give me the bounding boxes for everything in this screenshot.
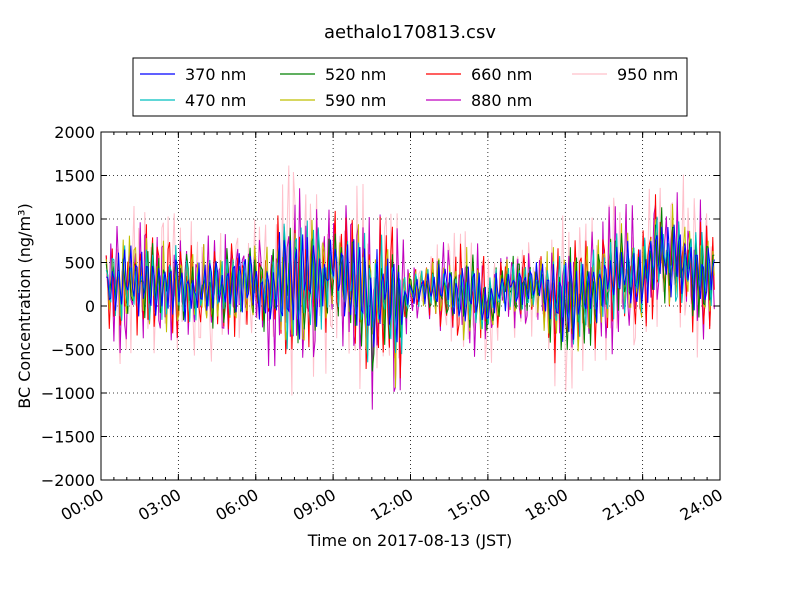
x-tick-labels: 00:00 03:00 06:00 09:00 12:00 15:00 18:00 21:00… bbox=[58, 485, 726, 525]
y-tick-label: −1500 bbox=[41, 428, 95, 447]
legend-item: 520 nm bbox=[280, 65, 386, 84]
y-axis-label: BC Concentration (ng/m³) bbox=[15, 203, 34, 408]
series-line bbox=[105, 188, 715, 410]
legend-label: 520 nm bbox=[325, 65, 386, 84]
x-tick-label: 18:00 bbox=[522, 485, 571, 525]
series-line bbox=[106, 224, 715, 348]
legend-item: 470 nm bbox=[140, 91, 246, 110]
y-tick-label: −500 bbox=[51, 341, 95, 360]
y-tick-label: 500 bbox=[64, 254, 95, 273]
legend-label: 590 nm bbox=[325, 91, 386, 110]
legend-label: 370 nm bbox=[185, 65, 246, 84]
legend-item: 370 nm bbox=[140, 65, 246, 84]
y-tick-label: 2000 bbox=[54, 123, 95, 142]
x-tick-label: 00:00 bbox=[58, 485, 107, 525]
y-tick-label: 1000 bbox=[54, 210, 95, 229]
y-tick-labels: −2000 −1500 −1000 −500 0 500 1000 1500 2000 bbox=[41, 123, 95, 490]
legend-label: 470 nm bbox=[185, 91, 246, 110]
axis-ticks bbox=[100, 131, 721, 481]
chart-title: aethalo170813.csv bbox=[324, 22, 496, 43]
x-axis-label: Time on 2017-08-13 (JST) bbox=[307, 531, 512, 550]
y-tick-label: 0 bbox=[85, 297, 95, 316]
y-tick-label: −2000 bbox=[41, 471, 95, 490]
x-tick-label: 06:00 bbox=[212, 485, 261, 525]
legend-item: 590 nm bbox=[280, 91, 386, 110]
legend-label: 660 nm bbox=[471, 65, 532, 84]
x-tick-label: 09:00 bbox=[290, 485, 339, 525]
x-tick-label: 15:00 bbox=[444, 485, 493, 525]
x-tick-label: 03:00 bbox=[135, 485, 184, 525]
y-tick-label: 1500 bbox=[54, 167, 95, 186]
series-lines bbox=[105, 165, 715, 410]
legend-item: 880 nm bbox=[426, 91, 532, 110]
x-tick-label: 21:00 bbox=[599, 485, 648, 525]
x-tick-label: 24:00 bbox=[677, 485, 726, 525]
x-tick-label: 12:00 bbox=[367, 485, 416, 525]
legend-label: 880 nm bbox=[471, 91, 532, 110]
y-tick-label: −1000 bbox=[41, 384, 95, 403]
legend-item: 660 nm bbox=[426, 65, 532, 84]
legend: 370 nm 470 nm 520 nm 590 nm 660 nm 880 nm 950 … bbox=[132, 57, 688, 117]
legend-label: 950 nm bbox=[617, 65, 678, 84]
legend-item: 950 nm bbox=[572, 65, 678, 84]
legend-box bbox=[132, 57, 688, 117]
